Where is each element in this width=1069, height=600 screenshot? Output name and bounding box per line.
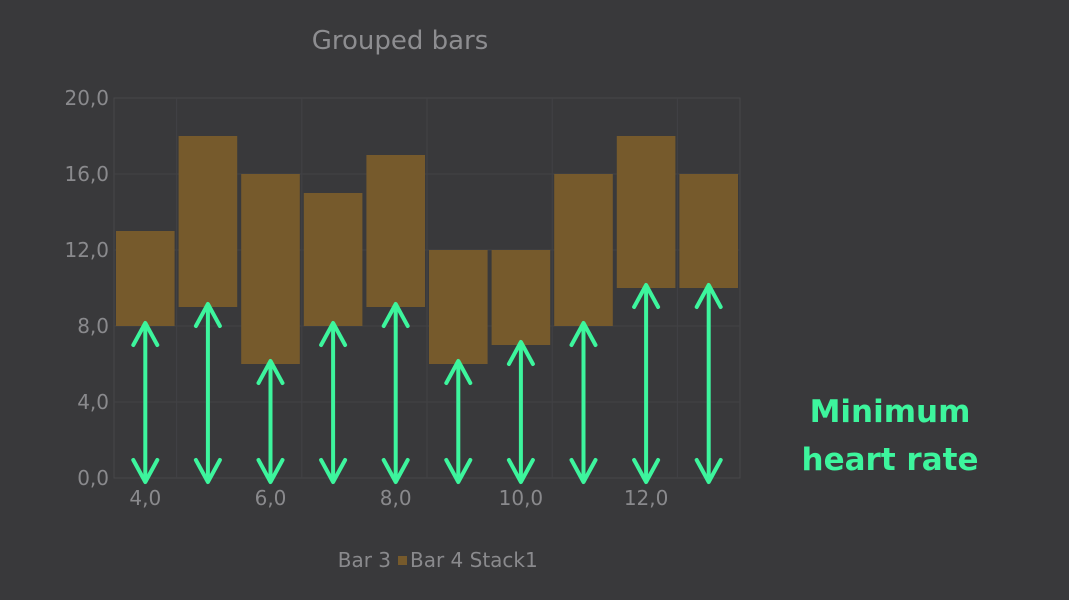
annotation-label: Minimum heart rate	[790, 388, 990, 484]
bar[interactable]	[366, 155, 425, 307]
range-arrow	[632, 283, 661, 484]
bar[interactable]	[429, 250, 488, 364]
x-tick-label: 12,0	[624, 486, 669, 510]
y-tick-label: 12,0	[64, 238, 109, 262]
y-tick-label: 4,0	[77, 390, 109, 414]
legend: Bar 3 Bar 4 Stack1	[338, 548, 538, 572]
legend-swatch-bar-4-stack1	[398, 556, 407, 565]
annotation-line-1: Minimum	[809, 394, 971, 430]
bar[interactable]	[679, 174, 738, 288]
bar[interactable]	[554, 174, 613, 326]
range-arrow	[193, 302, 222, 484]
bar[interactable]	[116, 231, 175, 326]
range-arrow	[256, 359, 285, 484]
bar[interactable]	[241, 174, 300, 364]
range-arrow	[569, 321, 598, 484]
arrows	[131, 283, 723, 484]
range-arrow	[444, 359, 473, 484]
chart-title: Grouped bars	[312, 26, 489, 56]
bar[interactable]	[178, 136, 238, 307]
legend-item-bar-4-stack1[interactable]: Bar 4 Stack1	[410, 548, 538, 572]
x-tick-label: 8,0	[380, 486, 412, 510]
range-arrow	[131, 321, 160, 484]
y-axis: 0,0 4,0 8,0 12,0 16,0 20,0	[64, 86, 109, 490]
x-tick-label: 6,0	[255, 486, 287, 510]
range-arrow	[694, 283, 723, 484]
bar[interactable]	[616, 136, 676, 288]
bars	[116, 136, 738, 364]
y-tick-label: 0,0	[77, 466, 109, 490]
range-arrow	[381, 302, 410, 484]
x-tick-label: 10,0	[499, 486, 544, 510]
range-arrow	[319, 321, 348, 484]
y-tick-label: 20,0	[64, 86, 109, 110]
x-tick-label: 4,0	[129, 486, 161, 510]
legend-item-bar-3[interactable]: Bar 3	[338, 548, 391, 572]
bar[interactable]	[303, 193, 363, 326]
range-arrow	[506, 340, 535, 484]
annotation-line-2: heart rate	[801, 442, 979, 478]
bar[interactable]	[491, 250, 551, 345]
y-tick-label: 16,0	[64, 162, 109, 186]
x-axis: 4,0 6,0 8,0 10,0 12,0	[129, 486, 668, 510]
y-tick-label: 8,0	[77, 314, 109, 338]
